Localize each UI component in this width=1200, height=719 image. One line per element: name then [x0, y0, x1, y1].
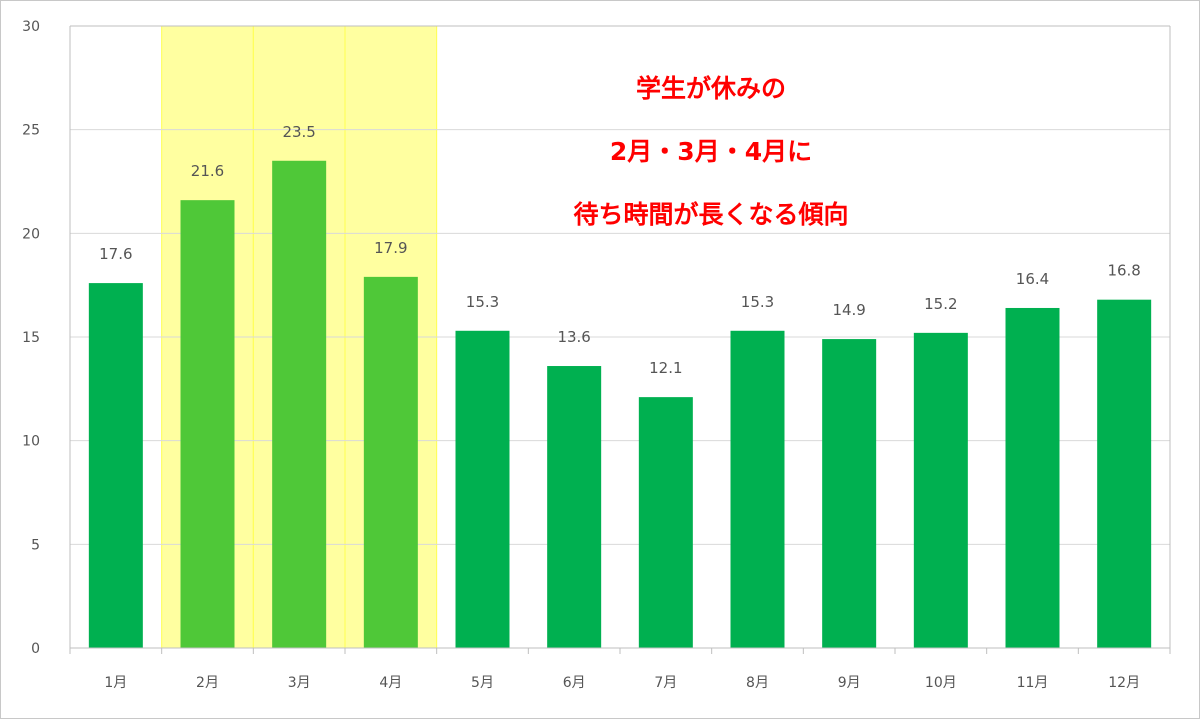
- bar: [638, 397, 693, 648]
- bar: [272, 160, 327, 648]
- data-label: 21.6: [191, 162, 224, 180]
- x-tick-label: 8月: [746, 675, 769, 691]
- x-tick-label: 5月: [471, 675, 494, 691]
- bar: [1097, 299, 1152, 648]
- data-label: 13.6: [557, 328, 590, 346]
- x-tick-label: 12月: [1108, 675, 1140, 691]
- annotation-line-2: 2月・3月・4月に: [610, 137, 812, 166]
- x-tick-label: 11月: [1017, 675, 1049, 691]
- y-tick-label: 10: [22, 434, 40, 450]
- bar: [547, 366, 602, 648]
- data-label: 23.5: [282, 123, 315, 141]
- annotation: 学生が休みの 2月・3月・4月に 待ち時間が長くなる傾向: [573, 74, 848, 229]
- x-tick-label: 9月: [838, 675, 861, 691]
- data-label: 15.3: [466, 293, 499, 311]
- x-tick-label: 6月: [563, 675, 586, 691]
- data-label: 15.2: [924, 295, 957, 313]
- y-tick-label: 25: [22, 123, 40, 139]
- gridlines: [69, 25, 1171, 648]
- x-tick-label: 10月: [925, 675, 957, 691]
- bar: [822, 339, 877, 648]
- bar: [913, 332, 968, 648]
- data-label: 17.9: [374, 239, 407, 257]
- data-label: 15.3: [741, 293, 774, 311]
- annotation-line-3: 待ち時間が長くなる傾向: [573, 200, 848, 229]
- y-tick-label: 0: [31, 641, 40, 657]
- data-labels: 17.6 21.6 23.5 17.9 15.3 13.6 12.1 15.3 14.9 15.2…: [99, 123, 1141, 377]
- y-tick-label: 5: [31, 537, 40, 553]
- bars: [88, 160, 1152, 648]
- y-axis-ticks: 0 5 10 15 20 25 30: [22, 19, 40, 657]
- y-tick-label: 30: [22, 19, 40, 35]
- data-label: 12.1: [649, 359, 682, 377]
- bar: [1005, 307, 1060, 648]
- bar: [180, 200, 235, 648]
- annotation-line-1: 学生が休みの: [636, 74, 786, 103]
- bar: [88, 283, 143, 648]
- x-tick-label: 2月: [196, 675, 219, 691]
- data-label: 16.8: [1107, 262, 1140, 280]
- data-label: 14.9: [832, 301, 865, 319]
- y-tick-label: 15: [22, 330, 40, 346]
- x-tick-label: 3月: [288, 675, 311, 691]
- data-label: 16.4: [1016, 270, 1049, 288]
- x-axis: 1月 2月 3月 4月 5月 6月 7月 8月 9月 10月 11月 12月: [69, 647, 1171, 691]
- x-tick-label: 7月: [654, 675, 677, 691]
- bar: [455, 330, 510, 648]
- data-label: 17.6: [99, 245, 132, 263]
- x-tick-label: 4月: [379, 675, 402, 691]
- bar: [730, 330, 785, 648]
- bar: [363, 276, 418, 648]
- x-tick-label: 1月: [104, 675, 127, 691]
- y-tick-label: 20: [22, 226, 40, 242]
